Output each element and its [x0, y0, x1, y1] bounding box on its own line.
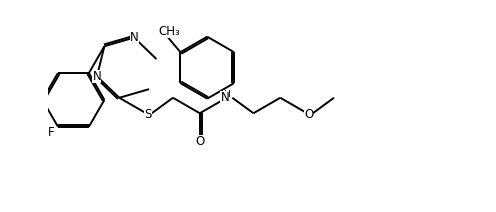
Text: N: N — [93, 70, 101, 83]
Text: N: N — [130, 31, 138, 44]
Text: S: S — [144, 107, 151, 121]
Text: F: F — [48, 126, 55, 139]
Text: N: N — [221, 91, 229, 104]
Text: CH₃: CH₃ — [158, 25, 180, 38]
Text: O: O — [195, 135, 204, 148]
Text: O: O — [304, 107, 313, 121]
Text: H: H — [223, 90, 230, 99]
